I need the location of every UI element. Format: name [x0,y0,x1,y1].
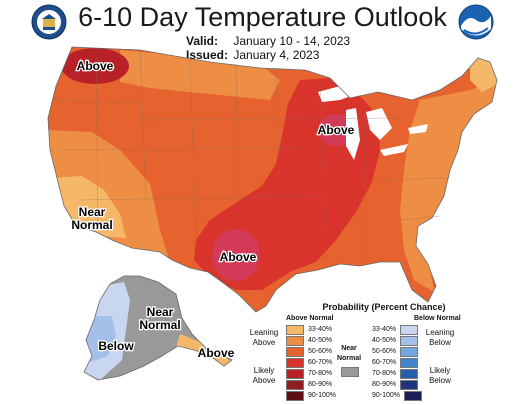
legend-likely-below: Likely Below [420,366,460,386]
label-near-normal-sw-2: Normal [71,218,112,232]
legend-below-label: 50-60% [372,348,397,355]
conus-outline [47,46,498,313]
legend-near-normal-swatch [341,367,359,377]
legend-below-row: 90-100% [372,390,423,401]
label-above-great-lakes: Above [318,123,355,137]
legend-below-label: 70-80% [372,370,397,377]
valid-label: Valid: [186,34,219,48]
legend-title: Probability (Percent Chance) [322,302,446,312]
label-near-normal-sw-1: Near [79,205,106,219]
legend-above-swatches: 33-40% 40-50% 50-60% 60-70% 70-80% 80-90% 90-1… [286,324,336,401]
legend-below-row: 70-80% [372,368,422,379]
valid-line: Valid: January 10 - 14, 2023 [186,34,350,48]
date-block: Valid: January 10 - 14, 2023 Issued: Jan… [186,34,350,62]
legend-below-row: 60-70% [372,357,422,368]
label-near-normal-ak-2: Normal [139,318,180,332]
noaa-logo-icon [458,4,494,40]
lake-huron [366,108,392,140]
legend-below-swatch [400,357,419,368]
near-normal-line2: Normal [336,355,362,362]
legend-above-row: 50-60% [286,346,336,357]
legend-above-row: 40-50% [286,335,336,346]
legend-below-swatch [400,324,419,335]
legend-below-swatch [404,390,423,401]
region-70-80-tx [212,229,260,281]
legend-above-row: 70-80% [286,368,336,379]
legend-above-swatch [286,324,304,335]
legend-below-swatch [400,346,419,357]
likely-below-line2: Below [429,376,451,385]
legend-below-label: 33-40% [372,326,397,333]
label-above-texas: Above [220,250,257,264]
legend-above-label: 90-100% [308,392,337,399]
legend-likely-above: Likely Above [244,366,284,386]
valid-value: January 10 - 14, 2023 [233,34,351,48]
near-normal-line1: Near [341,345,357,352]
issued-label: Issued: [186,48,229,62]
legend-leaning-above: Leaning Above [244,328,284,348]
alaska-outline [83,275,233,381]
probability-legend: Probability (Percent Chance) Above Norma… [244,302,524,402]
legend-above-row: 33-40% [286,324,336,335]
lake-erie [380,144,408,156]
issued-line: Issued: January 4, 2023 [186,48,350,62]
legend-above-swatch [286,357,304,368]
legend-below-head: Below Normal [414,315,461,322]
legend-leaning-below: Leaning Below [420,328,460,348]
label-above-alaska: Above [198,346,235,360]
lake-michigan [346,108,360,160]
legend-below-label: 90-100% [372,392,401,399]
ak-above-33-40 [176,334,232,370]
legend-above-swatch [286,346,304,357]
legend-near-normal: Near Normal [334,344,364,364]
region-70-80-gl [318,114,354,146]
legend-above-swatch [286,335,304,346]
legend-above-label: 70-80% [308,370,333,377]
legend-below-swatch [400,335,419,346]
leaning-above-line2: Above [252,338,276,347]
lake-ontario [408,124,428,134]
legend-below-row: 80-90% [372,379,422,390]
legend-below-row: 33-40% [372,324,422,335]
state-lines [55,49,451,263]
page-title: 6-10 Day Temperature Outlook [78,2,447,32]
legend-above-swatch [286,368,304,379]
leaning-below-line2: Below [429,338,451,347]
likely-below-line1: Likely [429,366,451,375]
legend-above-label: 40-50% [308,337,333,344]
legend-above-row: 90-100% [286,390,336,401]
legend-below-swatches: 33-40% 40-50% 50-60% 60-70% 70-80% 80-90% 90-1… [372,324,423,401]
label-near-normal-ak-1: Near [147,305,174,319]
legend-below-row: 40-50% [372,335,422,346]
legend-below-swatch [400,368,419,379]
legend-below-label: 80-90% [372,381,397,388]
likely-above-line1: Likely [253,366,275,375]
legend-above-row: 80-90% [286,379,336,390]
legend-below-label: 40-50% [372,337,397,344]
legend-above-label: 60-70% [308,359,333,366]
legend-above-label: 80-90% [308,381,333,388]
legend-above-label: 33-40% [308,326,333,333]
likely-above-line2: Above [252,376,276,385]
label-below-alaska: Below [98,339,134,353]
lake-superior [318,86,356,102]
region-70-80-nw [61,48,129,84]
legend-below-label: 60-70% [372,359,397,366]
doc-seal-icon [31,4,67,40]
legend-below-row: 50-60% [372,346,422,357]
label-above-northwest: Above [77,59,114,73]
legend-above-swatch [286,379,304,390]
legend-above-swatch [286,390,304,401]
leaning-above-line1: Leaning [249,328,279,337]
issued-value: January 4, 2023 [233,48,320,62]
legend-below-swatch [400,379,419,390]
region-33-40-sw [48,176,126,238]
legend-above-row: 60-70% [286,357,336,368]
leaning-below-line1: Leaning [425,328,455,337]
legend-above-head: Above Normal [286,315,334,322]
legend-above-label: 50-60% [308,348,333,355]
